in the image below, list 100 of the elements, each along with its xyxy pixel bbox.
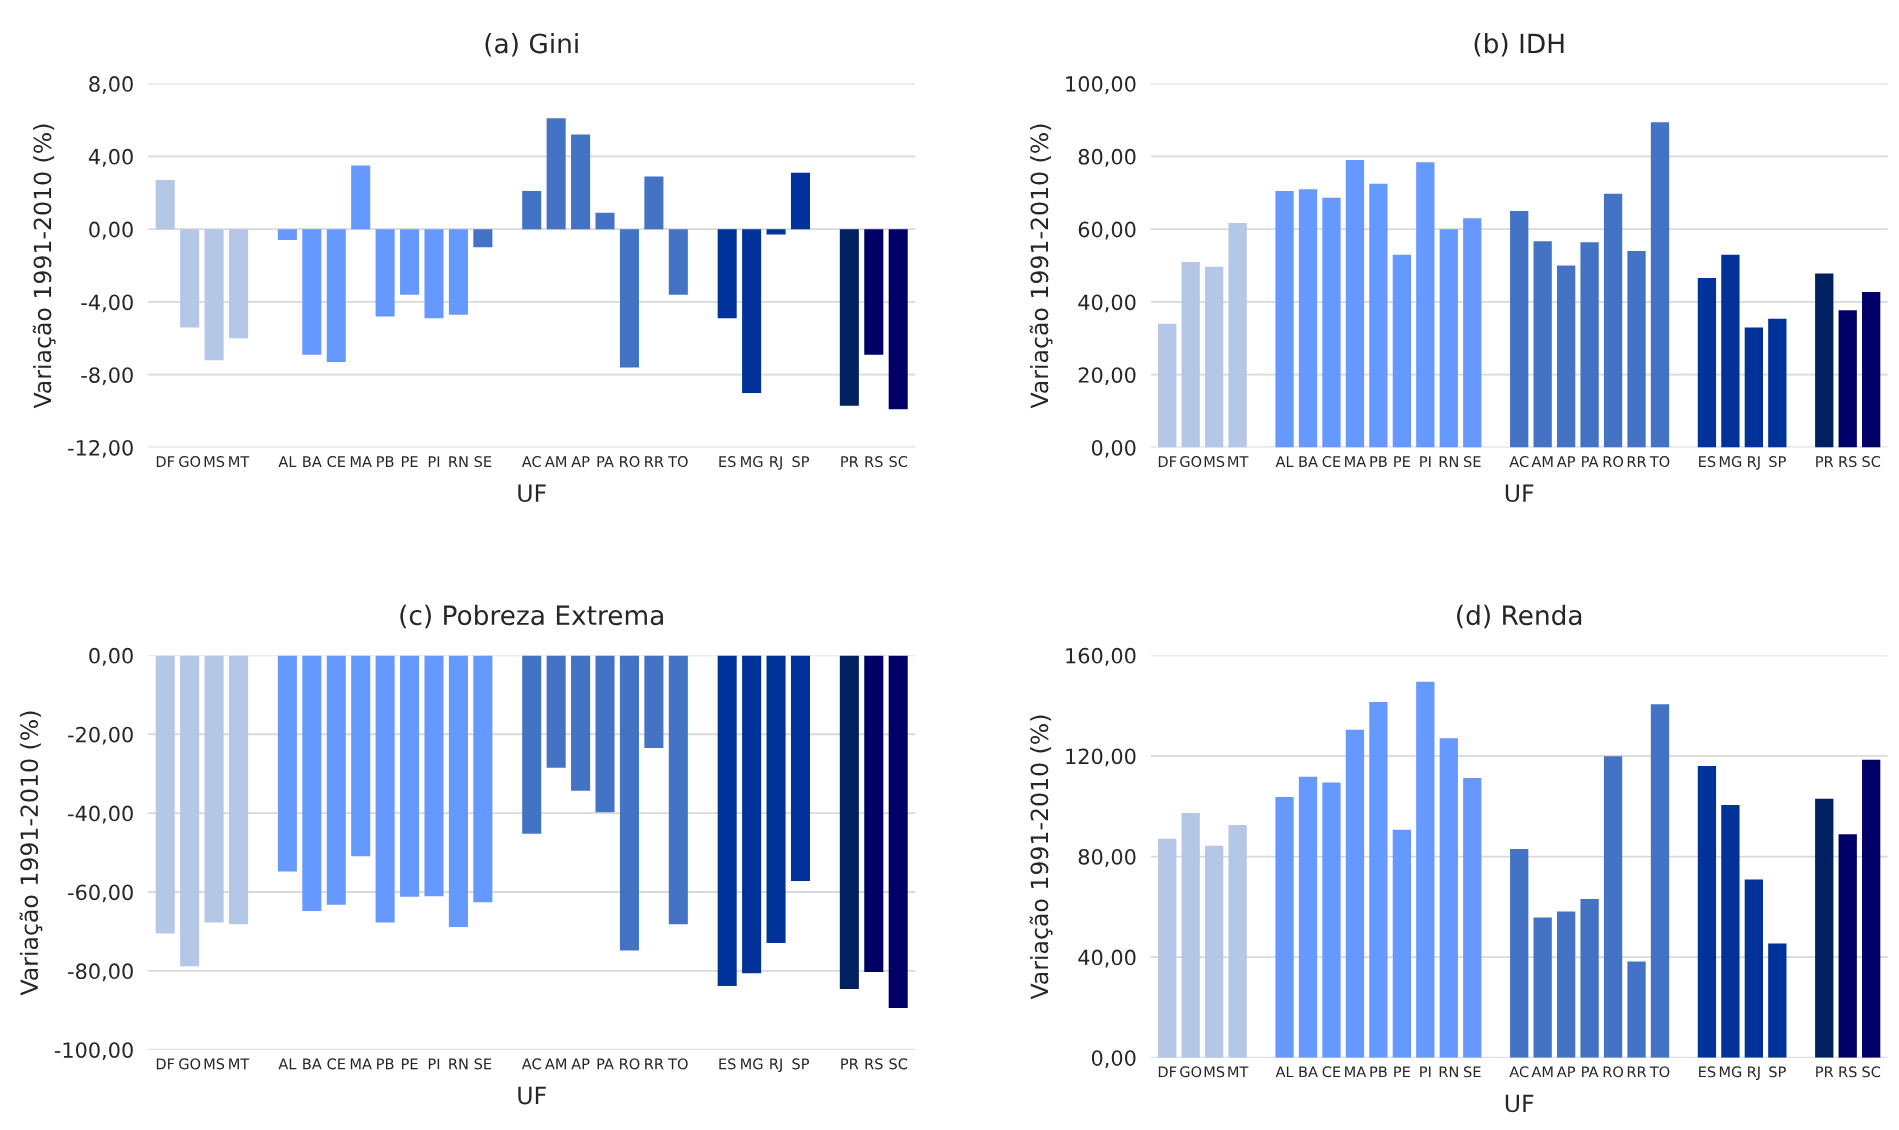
x-tick-label: MA (350, 456, 372, 467)
x-tick-label: MT (1228, 1066, 1249, 1078)
y-tick-label: -40,00 (68, 805, 133, 824)
x-tick-label: AC (521, 1058, 541, 1070)
x-tick-label: ES (719, 456, 736, 468)
x-tick-label: PA (597, 456, 614, 467)
bar (1439, 229, 1458, 448)
x-tick-label: ES (1699, 1066, 1716, 1078)
x-tick-label: RS (1839, 1066, 1857, 1078)
bar (571, 134, 591, 230)
bar (1721, 805, 1740, 1058)
y-tick-label: -8,00 (81, 367, 133, 386)
bar (1181, 261, 1200, 448)
bar (1345, 160, 1365, 448)
bar (1369, 183, 1388, 448)
x-tick-label: MA (1345, 1066, 1367, 1078)
bar (1392, 254, 1412, 448)
x-tick-label: MG (741, 456, 763, 468)
bar (1322, 782, 1341, 1058)
bar (1650, 704, 1670, 1058)
y-tick-label: 4,00 (88, 148, 133, 167)
bar (1158, 838, 1177, 1058)
x-tick-label: BA (303, 1058, 322, 1070)
x-tick-label: MT (1228, 456, 1249, 467)
x-tick-label: MT (229, 1058, 250, 1070)
bar (1463, 778, 1482, 1058)
bar (888, 229, 908, 410)
x-tick-label: MS (1204, 1066, 1225, 1078)
y-tick-label: 160,00 (1066, 647, 1136, 666)
x-tick-label: SP (1769, 1066, 1786, 1078)
y-tick-label: 20,00 (1078, 367, 1136, 386)
bar (1744, 327, 1763, 448)
bar (1838, 834, 1857, 1058)
y-tick-label: -80,00 (68, 963, 133, 982)
x-tick-label: BA (1299, 1066, 1318, 1078)
x-tick-label: MG (741, 1058, 763, 1070)
x-tick-label: MG (1719, 456, 1742, 468)
x-tick-label: MA (350, 1058, 372, 1070)
bar (766, 229, 786, 235)
x-tick-label: RR (1627, 1066, 1647, 1078)
chart-title: (a) Gini (485, 33, 578, 57)
x-tick-label: SP (792, 1058, 810, 1070)
x-tick-label: DF (156, 1058, 175, 1070)
bar (742, 229, 762, 393)
x-tick-label: GO (1180, 456, 1202, 468)
bar (790, 172, 811, 230)
bar (546, 118, 566, 230)
x-tick-label: MS (1204, 456, 1225, 468)
bar (1275, 796, 1294, 1058)
x-tick-label: RO (1603, 456, 1624, 468)
y-tick-label: -20,00 (68, 726, 133, 745)
y-axis-title: Variação 1991-2010 (%) (1029, 124, 1053, 409)
x-tick-label: PI (428, 1058, 440, 1070)
bar (1556, 265, 1576, 448)
x-tick-label: PI (428, 456, 440, 467)
bar (400, 229, 420, 295)
x-tick-label: RN (449, 1058, 468, 1070)
x-tick-label: RN (1439, 456, 1458, 467)
y-tick-label: 80,00 (1078, 848, 1136, 867)
bar (1697, 277, 1717, 448)
bar (1228, 222, 1247, 448)
bar (1416, 162, 1435, 448)
bar (1744, 879, 1763, 1058)
bar (204, 229, 224, 361)
chart-title: (b) IDH (1474, 33, 1564, 57)
x-tick-label: PE (1394, 1066, 1410, 1078)
x-tick-label: AM (544, 1058, 567, 1070)
y-tick-label: 0,00 (89, 647, 133, 666)
bar (668, 229, 688, 295)
x-tick-label: PE (401, 1058, 418, 1070)
bar (1345, 729, 1365, 1058)
bar (1603, 756, 1623, 1058)
bar (473, 229, 493, 248)
x-tick-label: TO (1649, 456, 1670, 468)
bar (1298, 776, 1318, 1058)
y-tick-label: 40,00 (1078, 949, 1136, 968)
bar (1862, 292, 1881, 448)
bar (1322, 197, 1341, 448)
x-tick-label: SP (792, 456, 810, 468)
x-tick-label: RJ (1748, 456, 1760, 470)
x-tick-label: AL (1275, 456, 1294, 467)
bar (619, 229, 639, 368)
x-tick-label: AP (571, 1058, 590, 1070)
x-axis-title: UF (518, 484, 546, 503)
x-tick-label: AP (1556, 1066, 1576, 1078)
bar (595, 212, 615, 230)
bar (1533, 917, 1552, 1058)
x-tick-label: PR (1816, 456, 1834, 467)
bar (1510, 210, 1529, 448)
y-tick-label: -12,00 (68, 439, 133, 458)
x-tick-label: AL (1275, 1066, 1294, 1078)
x-tick-label: AC (1509, 1066, 1529, 1078)
x-tick-label: DF (156, 456, 175, 467)
bar (1862, 759, 1881, 1058)
bar (1580, 899, 1599, 1058)
bar (1392, 829, 1412, 1058)
x-tick-label: RN (1439, 1066, 1458, 1078)
bar (351, 165, 371, 230)
x-tick-label: SC (889, 1058, 908, 1070)
bar (326, 229, 346, 362)
